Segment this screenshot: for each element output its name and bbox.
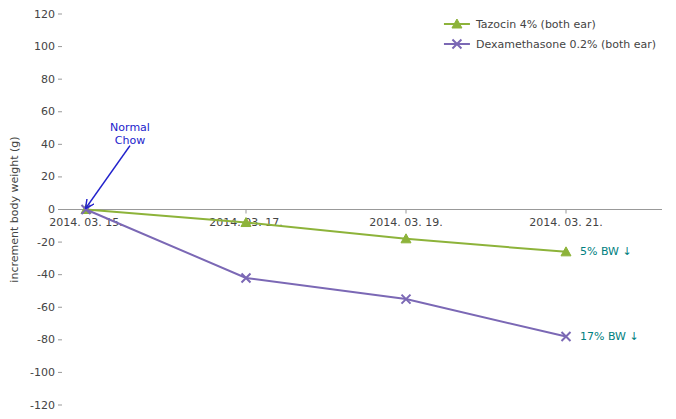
point xyxy=(241,218,251,227)
line xyxy=(86,210,566,252)
x-axis-line xyxy=(62,209,662,210)
x-tick-label: 2014. 03. 17. xyxy=(209,216,282,229)
y-tick xyxy=(58,242,62,243)
annotation-line: Normal xyxy=(110,121,150,134)
x-tick-label: 2014. 03. 19. xyxy=(369,216,442,229)
legend-item: Tazocin 4% (both ear) xyxy=(444,18,596,31)
y-tick xyxy=(58,339,62,340)
series xyxy=(81,205,571,256)
y-tick-label: 20 xyxy=(41,170,55,183)
y-tick-label: 60 xyxy=(41,105,55,118)
point xyxy=(561,247,571,256)
y-tick xyxy=(58,307,62,308)
y-tick-label: 100 xyxy=(34,40,55,53)
x-tick-label: 2014. 03. 21. xyxy=(529,216,602,229)
annotation: NormalChow xyxy=(110,121,150,147)
legend-label: Dexamethasone 0.2% (both ear) xyxy=(476,38,656,51)
point xyxy=(401,234,411,243)
series xyxy=(82,205,571,341)
y-tick xyxy=(58,46,62,47)
point xyxy=(562,332,571,341)
plot-area xyxy=(81,205,571,342)
x-tick xyxy=(246,210,247,214)
legend-item: Dexamethasone 0.2% (both ear) xyxy=(444,38,656,51)
x-axis: 2014. 03. 15. 2014. 03. 17. 2014. 03. 19. 2… xyxy=(49,210,662,229)
y-tick xyxy=(58,14,62,15)
y-tick xyxy=(58,176,62,177)
annotation-arrow xyxy=(86,146,130,208)
legend-marker xyxy=(452,40,461,49)
x-tick-label: 2014. 03. 15. xyxy=(49,216,122,229)
y-tick xyxy=(58,111,62,112)
point xyxy=(402,295,411,304)
line xyxy=(86,210,566,337)
y-tick xyxy=(58,274,62,275)
point xyxy=(82,205,91,214)
legend-label: Tazocin 4% (both ear) xyxy=(475,18,596,31)
chart: -120 -100 -80 -60 -40 -20 0 20 40 60 80 100 120 incre… xyxy=(0,0,676,419)
y-tick-label: -100 xyxy=(30,366,55,379)
y-tick xyxy=(58,144,62,145)
annotation-line: Chow xyxy=(115,134,145,147)
y-tick-label: 120 xyxy=(34,8,55,21)
y-axis: -120 -100 -80 -60 -40 -20 0 20 40 60 80 100 120 xyxy=(30,8,62,412)
y-tick-label: -120 xyxy=(30,399,55,412)
y-tick xyxy=(58,372,62,373)
y-tick-label: -60 xyxy=(37,301,55,314)
end-label: 5% BW ↓ xyxy=(580,245,632,258)
legend-marker xyxy=(452,19,462,28)
point xyxy=(81,205,91,214)
y-tick xyxy=(58,79,62,80)
y-tick-label: 80 xyxy=(41,73,55,86)
y-tick-label: -40 xyxy=(37,268,55,281)
end-label: 17% BW ↓ xyxy=(580,330,639,343)
y-tick xyxy=(58,405,62,406)
annotations: NormalChow 5% BW ↓ 17% BW ↓ xyxy=(86,121,639,343)
y-tick-label: -20 xyxy=(37,236,55,249)
y-tick-label: -80 xyxy=(37,333,55,346)
y-tick-label: 40 xyxy=(41,138,55,151)
point xyxy=(242,273,251,282)
y-axis-label: increment body weight (g) xyxy=(8,136,21,282)
legend: Tazocin 4% (both ear) Dexamethasone 0.2% … xyxy=(444,18,656,51)
y-tick-label: 0 xyxy=(48,203,55,216)
x-tick xyxy=(406,210,407,214)
y-tick xyxy=(58,209,62,210)
x-tick xyxy=(566,210,567,214)
